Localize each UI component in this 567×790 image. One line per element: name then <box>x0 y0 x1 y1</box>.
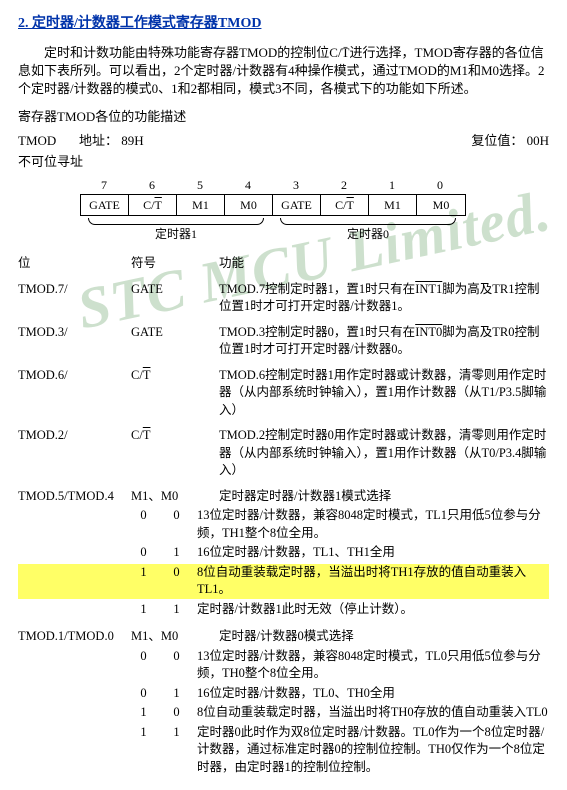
mode1-sym: M1、M0 <box>131 488 211 506</box>
mode-row: 11定时器0此时作为双8位定时器/计数器。TL0作为一个8位定时器/计数器，通过… <box>18 724 549 777</box>
mode-text: 定时器0此时作为双8位定时器/计数器。TL0作为一个8位定时器/计数器，通过标准… <box>197 724 549 777</box>
bit-num: 5 <box>176 177 224 194</box>
bit-diagram: 76543210 GATEC/TM1M0GATEC/TM1M0 定时器1 定时器… <box>80 177 549 243</box>
reg-name: TMOD <box>18 133 56 148</box>
reset-value: 00H <box>527 133 549 148</box>
row-sym: GATE <box>131 281 211 316</box>
table-row: TMOD.3/GATETMOD.3控制定时器0，置1时只有在INT0脚为高及TR… <box>18 324 549 359</box>
mode1-bit: TMOD.5/TMOD.4 <box>18 488 123 506</box>
mode0-header: TMOD.1/TMOD.0 M1、M0 定时器/计数器0模式选择 <box>18 628 549 646</box>
bit-cell: GATE <box>81 195 129 216</box>
bit-cell: C/T <box>321 195 369 216</box>
mode-text: 8位自动重装载定时器，当溢出时将TH0存放的值自动重装入TL0 <box>197 704 549 722</box>
addr-value: 89H <box>121 133 143 148</box>
row-bit: TMOD.7/ <box>18 281 123 316</box>
mode-text: 13位定时器/计数器，兼容8048定时模式，TL0只用低5位参与分频，TH0整个… <box>197 648 549 683</box>
bit-cell: GATE <box>273 195 321 216</box>
mode-m0: 1 <box>164 724 189 777</box>
bit-cell: M1 <box>177 195 225 216</box>
mode-m0: 0 <box>164 704 189 722</box>
mode-row: 0013位定时器/计数器，兼容8048定时模式，TL1只用低5位参与分频，TH1… <box>18 507 549 542</box>
row-func: TMOD.2控制定时器0用作定时器或计数器，清零则用作定时器（从内部系统时钟输入… <box>219 427 549 480</box>
mode-m1: 1 <box>131 724 156 777</box>
mode-m1: 1 <box>131 704 156 722</box>
section-title: 2. 定时器/计数器工作模式寄存器TMOD <box>18 14 549 34</box>
bit-num: 1 <box>368 177 416 194</box>
mode-text: 13位定时器/计数器，兼容8048定时模式，TL1只用低5位参与分频，TH1整个… <box>197 507 549 542</box>
table-row: TMOD.2/C/TTMOD.2控制定时器0用作定时器或计数器，清零则用作定时器… <box>18 427 549 480</box>
mode0-title: 定时器/计数器0模式选择 <box>219 628 549 646</box>
row-sym: GATE <box>131 324 211 359</box>
bit-cell: M0 <box>417 195 465 216</box>
mode-m1: 0 <box>131 507 156 542</box>
row-bit: TMOD.3/ <box>18 324 123 359</box>
mode-m0: 1 <box>164 544 189 562</box>
mode0-sym: M1、M0 <box>131 628 211 646</box>
bit-num: 7 <box>80 177 128 194</box>
row-func: TMOD.3控制定时器0，置1时只有在INT0脚为高及TR0控制位置1时才可打开… <box>219 324 549 359</box>
mode-m0: 0 <box>164 648 189 683</box>
mode1-header: TMOD.5/TMOD.4 M1、M0 定时器定时器/计数器1模式选择 <box>18 488 549 506</box>
mode0-bit: TMOD.1/TMOD.0 <box>18 628 123 646</box>
col-func: 功能 <box>219 255 549 273</box>
col-bit: 位 <box>18 255 123 273</box>
tmod-desc-label: 寄存器TMOD各位的功能描述 <box>18 108 549 126</box>
mode-m0: 1 <box>164 601 189 619</box>
row-func: TMOD.7控制定时器1，置1时只有在INT1脚为高及TR1控制位置1时才可打开… <box>219 281 549 316</box>
row-sym: C/T <box>131 367 211 420</box>
mode-text: 8位自动重装载定时器，当溢出时将TH1存放的值自动重装入TL1。 <box>197 564 549 599</box>
bit-num: 2 <box>320 177 368 194</box>
mode-text: 16位定时器/计数器，TL0、TH0全用 <box>197 685 549 703</box>
register-header: TMOD 地址： 89H 复位值： 00H <box>18 132 549 150</box>
mode-m1: 1 <box>131 601 156 619</box>
mode-m0: 1 <box>164 685 189 703</box>
mode-row: 01 16位定时器/计数器，TL0、TH0全用 <box>18 685 549 703</box>
mode-row: 11 定时器/计数器1此时无效（停止计数）。 <box>18 601 549 619</box>
row-bit: TMOD.2/ <box>18 427 123 480</box>
mode-text: 16位定时器/计数器，TL1、TH1全用 <box>197 544 549 562</box>
mode-m1: 0 <box>131 544 156 562</box>
row-bit: TMOD.6/ <box>18 367 123 420</box>
mode-row: 01 16位定时器/计数器，TL1、TH1全用 <box>18 544 549 562</box>
bit-num: 4 <box>224 177 272 194</box>
bit-desc-header: 位 符号 功能 <box>18 255 549 273</box>
mode-m1: 0 <box>131 685 156 703</box>
table-row: TMOD.6/C/TTMOD.6控制定时器1用作定时器或计数器，清零则用作定时器… <box>18 367 549 420</box>
bit-num: 6 <box>128 177 176 194</box>
bit-cell: C/T <box>129 195 177 216</box>
bit-cell: M1 <box>369 195 417 216</box>
row-func: TMOD.6控制定时器1用作定时器或计数器，清零则用作定时器（从内部系统时钟输入… <box>219 367 549 420</box>
row-sym: C/T <box>131 427 211 480</box>
brace-timer1: 定时器1 <box>80 216 272 243</box>
col-sym: 符号 <box>131 255 211 273</box>
not-bit-addressable: 不可位寻址 <box>18 153 549 171</box>
reset-label: 复位值： <box>471 133 523 148</box>
mode-text: 定时器/计数器1此时无效（停止计数）。 <box>197 601 549 619</box>
mode-m0: 0 <box>164 564 189 599</box>
mode-m0: 0 <box>164 507 189 542</box>
table-row: TMOD.7/GATETMOD.7控制定时器1，置1时只有在INT1脚为高及TR… <box>18 281 549 316</box>
addr-label: 地址： <box>79 133 118 148</box>
intro-paragraph: 定时和计数功能由特殊功能寄存器TMOD的控制位C/T̄进行选择，TMOD寄存器的… <box>18 44 549 99</box>
bit-num: 0 <box>416 177 464 194</box>
mode1-title: 定时器定时器/计数器1模式选择 <box>219 488 549 506</box>
mode-m1: 1 <box>131 564 156 599</box>
mode-m1: 0 <box>131 648 156 683</box>
bit-num: 3 <box>272 177 320 194</box>
bit-cell: M0 <box>225 195 273 216</box>
mode-row: 108位自动重装载定时器，当溢出时将TH1存放的值自动重装入TL1。 <box>18 564 549 599</box>
brace-timer0: 定时器0 <box>272 216 464 243</box>
mode-row: 10 8位自动重装载定时器，当溢出时将TH0存放的值自动重装入TL0 <box>18 704 549 722</box>
mode-row: 0013位定时器/计数器，兼容8048定时模式，TL0只用低5位参与分频，TH0… <box>18 648 549 683</box>
